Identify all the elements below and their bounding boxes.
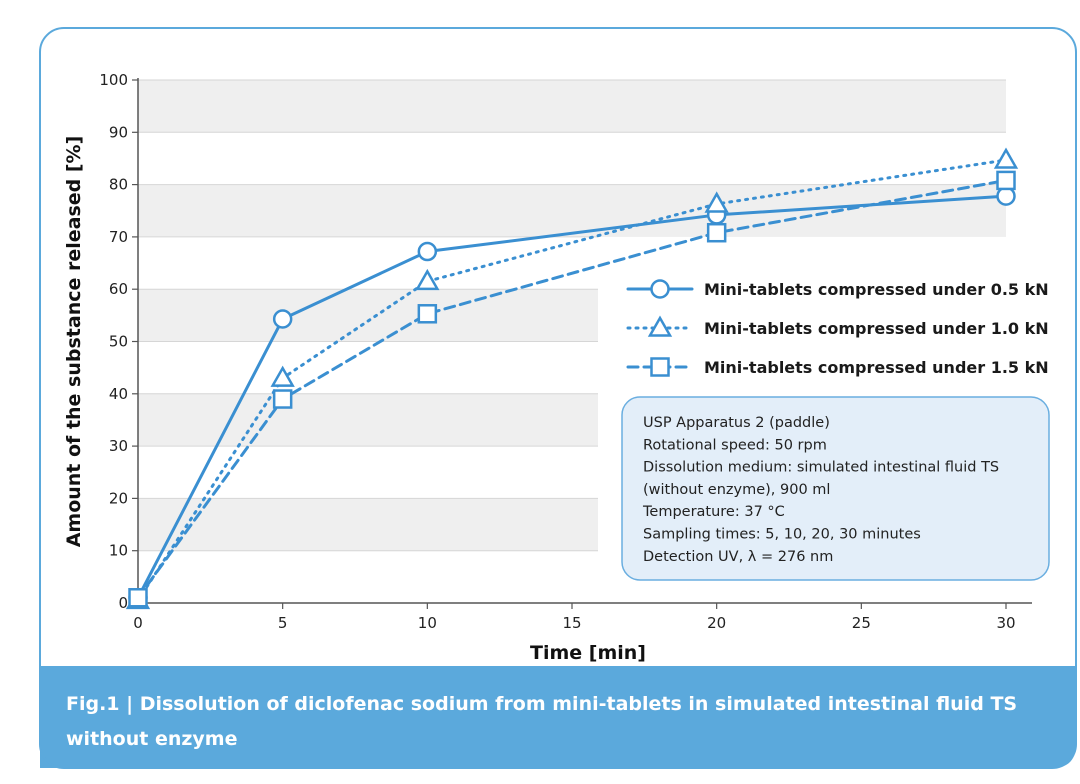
x-tick-label: 15 [562, 614, 581, 632]
y-tick-label: 50 [109, 333, 128, 351]
data-point-series-2 [270, 365, 295, 387]
x-tick-label: 10 [418, 614, 437, 632]
y-tick-label: 70 [109, 228, 128, 246]
y-tick-label: 40 [109, 385, 128, 403]
data-point-series-3 [272, 389, 293, 409]
legend-marker-2 [647, 315, 673, 337]
y-tick-label: 90 [109, 123, 128, 141]
data-point-series-1 [417, 241, 438, 262]
caption-line-1: Fig.1 | Dissolution of diclofenac sodium… [66, 693, 1017, 715]
y-tick-label: 60 [109, 280, 128, 298]
y-tick-label: 20 [109, 489, 128, 507]
y-tick-label: 0 [118, 594, 128, 612]
conditions-line: USP Apparatus 2 (paddle) [643, 415, 830, 431]
legend-label-3: Mini-tablets compressed under 1.5 kN [704, 358, 1049, 377]
x-tick-label: 25 [852, 614, 871, 632]
data-point-series-2 [415, 268, 440, 291]
data-point-series-3 [996, 170, 1016, 191]
data-point-series-3 [128, 588, 148, 608]
y-tick-label: 10 [109, 542, 128, 560]
legend-marker-1 [650, 279, 670, 299]
figure-frame: 0 10 20 30 40 50 60 70 80 90 100 0 5 10 15 20 25 30 Time [… [20, 14, 1077, 769]
y-tick-label: 100 [99, 71, 128, 89]
grid-band [138, 498, 598, 551]
conditions-line: (without enzyme), 900 ml [643, 482, 830, 498]
x-axis-title: Time [min] [530, 642, 646, 664]
grid-band [138, 393, 598, 447]
y-tick-label: 80 [109, 176, 128, 194]
x-tick-label: 30 [996, 614, 1015, 632]
caption-line-2: without enzyme [66, 728, 238, 750]
legend-marker-3 [650, 357, 670, 377]
data-point-series-1 [272, 309, 293, 329]
grid-band [138, 184, 1006, 237]
conditions-box [621, 396, 1050, 581]
x-tick-label: 20 [707, 614, 726, 632]
x-tick-label: 0 [133, 614, 143, 632]
legend-label-1: Mini-tablets compressed under 0.5 kN [704, 280, 1049, 299]
conditions-line: Temperature: 37 °C [642, 504, 785, 520]
grid-band [138, 80, 1006, 133]
conditions-line: Dissolution medium: simulated intestinal… [643, 460, 999, 476]
conditions-line: Detection UV, λ = 276 nm [643, 549, 833, 565]
y-axis-title: Amount of the substance released [%] [63, 136, 85, 548]
conditions-line: Sampling times: 5, 10, 20, 30 minutes [643, 527, 921, 543]
frame-border [39, 27, 1077, 769]
data-point-series-3 [706, 222, 727, 243]
conditions-line: Rotational speed: 50 rpm [643, 437, 827, 453]
chart: 0 10 20 30 40 50 60 70 80 90 100 0 5 10 15 20 25 30 Time [… [39, 27, 1077, 769]
y-tick-label: 30 [109, 437, 128, 455]
grid-band [138, 289, 598, 342]
data-point-series-3 [417, 304, 438, 324]
caption-band [40, 666, 1076, 768]
legend-label-2: Mini-tablets compressed under 1.0 kN [704, 319, 1049, 338]
x-tick-label: 5 [278, 614, 288, 632]
series-line-3 [136, 178, 1008, 600]
data-point-series-2 [993, 147, 1019, 169]
data-point-series-2 [704, 191, 729, 213]
